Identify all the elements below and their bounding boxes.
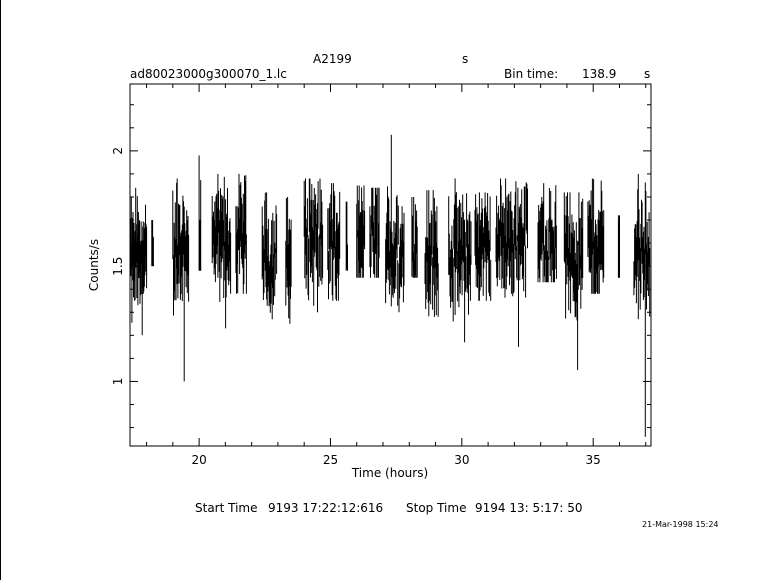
segment xyxy=(474,192,492,301)
x-tick-label: 20 xyxy=(191,453,206,467)
segment xyxy=(385,134,405,313)
light-curve-strokes xyxy=(261,192,278,320)
bin-time-value: 138.9 xyxy=(582,67,617,81)
object-name: A2199 xyxy=(313,52,352,66)
light-curve-strokes xyxy=(495,178,528,347)
y-tick-label: 1.5 xyxy=(111,257,125,276)
segment xyxy=(285,197,292,324)
segment xyxy=(563,192,584,370)
segment xyxy=(495,178,528,347)
start-time-value: 9193 17:22:12:616 xyxy=(268,501,384,515)
light-curve-strokes xyxy=(633,173,651,437)
segment xyxy=(198,155,202,271)
x-axis-label: Time (hours) xyxy=(351,466,428,480)
segment xyxy=(130,187,148,336)
segment xyxy=(369,187,380,278)
start-time-label: Start Time xyxy=(195,501,258,515)
light-curve-strokes xyxy=(617,215,620,278)
bin-time-label: Bin time: xyxy=(504,67,559,81)
segment xyxy=(327,183,341,301)
light-curve-strokes xyxy=(587,178,605,294)
segment xyxy=(411,197,418,278)
left-window-edge xyxy=(0,0,1,580)
light-curve-strokes xyxy=(303,178,324,313)
light-curve-strokes xyxy=(385,134,405,313)
units-label-top: s xyxy=(462,52,469,66)
light-curve-strokes xyxy=(151,220,154,267)
light-curve-series xyxy=(130,134,651,437)
x-tick-label: 35 xyxy=(586,453,601,467)
light-curve-strokes xyxy=(130,187,148,336)
stop-time-value: 9194 13: 5:17: 50 xyxy=(475,501,583,515)
segment xyxy=(261,192,278,320)
light-curve-strokes xyxy=(411,197,418,278)
segment xyxy=(235,173,247,294)
light-curve-strokes xyxy=(285,197,292,324)
segment xyxy=(151,220,154,267)
segment xyxy=(448,178,472,343)
light-curve-strokes xyxy=(172,178,190,382)
y-axis-label: Counts/s xyxy=(87,239,101,291)
segment xyxy=(617,215,620,278)
file-name: ad80023000g300070_1.lc xyxy=(130,67,287,81)
light-curve-strokes xyxy=(537,183,557,283)
segment xyxy=(633,173,651,437)
light-curve-strokes xyxy=(424,190,439,317)
light-curve-strokes xyxy=(327,183,341,301)
light-curve-strokes xyxy=(474,192,492,301)
axis-ticks xyxy=(130,84,651,446)
plot-frame xyxy=(129,83,652,447)
segment xyxy=(303,178,324,313)
bin-time-unit: s xyxy=(644,67,651,81)
stop-time-label: Stop Time xyxy=(406,501,467,515)
tick-labels: 20 25 30 35 1 1.5 2 xyxy=(111,147,601,467)
segment xyxy=(537,183,557,283)
x-tick-label: 25 xyxy=(323,453,338,467)
segment xyxy=(211,173,232,329)
segment xyxy=(345,201,348,271)
segment xyxy=(424,190,439,317)
light-curve-strokes xyxy=(235,173,247,294)
light-curve-strokes xyxy=(369,187,380,278)
y-tick-label: 2 xyxy=(111,147,125,155)
light-curve-strokes xyxy=(345,201,348,271)
light-curve-strokes xyxy=(356,185,366,278)
light-curve-strokes xyxy=(198,155,202,271)
y-tick-label: 1 xyxy=(111,378,125,386)
timestamp: 21-Mar-1998 15:24 xyxy=(642,520,719,529)
light-curve-strokes xyxy=(448,178,472,343)
x-tick-label: 30 xyxy=(454,453,469,467)
light-curve-strokes xyxy=(563,192,584,370)
segment xyxy=(587,178,605,294)
segment xyxy=(172,178,190,382)
segment xyxy=(356,185,366,278)
light-curve-strokes xyxy=(211,173,232,329)
